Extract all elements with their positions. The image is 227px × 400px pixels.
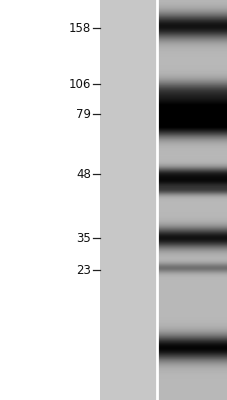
Text: 158: 158 xyxy=(69,22,91,34)
Text: 48: 48 xyxy=(76,168,91,180)
Text: 106: 106 xyxy=(69,78,91,90)
Text: 35: 35 xyxy=(76,232,91,244)
Text: 79: 79 xyxy=(76,108,91,120)
Text: 23: 23 xyxy=(76,264,91,276)
